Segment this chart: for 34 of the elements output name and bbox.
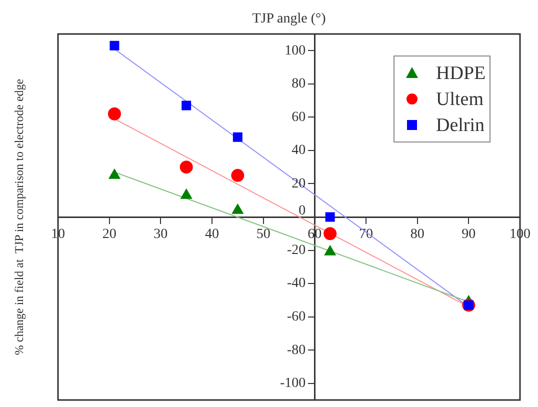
y-tick-label: 20: [292, 176, 306, 192]
y-tick-label: 80: [292, 76, 306, 92]
point: [108, 107, 121, 120]
x-tick-label: 20: [102, 227, 116, 242]
y-tick-label: -60: [286, 309, 306, 324]
point: [180, 188, 192, 199]
y-tick-label: 40: [292, 143, 306, 158]
y-tick-label: -80: [286, 342, 306, 358]
point: [232, 132, 242, 142]
y-axis-title: % change in field at TJP in comparison to electrode edge: [12, 78, 26, 356]
point: [108, 168, 120, 179]
x-tick-label: 80: [410, 227, 424, 242]
legend-label: HDPE: [436, 62, 486, 84]
point: [180, 160, 193, 174]
x-axis-title: TJP angle (°): [252, 12, 326, 27]
x-tick-label: 50: [256, 227, 270, 242]
point: [231, 168, 244, 182]
x-tick-label: 90: [462, 227, 476, 242]
y-tick-label: 0: [298, 204, 306, 219]
y-tick-label: -40: [286, 276, 306, 292]
legend-label: Delrin: [436, 114, 486, 136]
point: [182, 100, 192, 110]
y-tick-label: 60: [292, 110, 306, 125]
point: [324, 245, 336, 256]
point: [324, 227, 337, 240]
y-tick-label: -100: [280, 376, 306, 392]
point: [325, 212, 335, 222]
y-tick-label: -20: [286, 242, 306, 258]
y-tick-label: 100: [284, 43, 306, 58]
point: [232, 204, 244, 214]
x-tick-label: 40: [205, 227, 219, 242]
point: [110, 40, 120, 50]
legend-label: Ultem: [436, 88, 484, 110]
x-tick-label: 30: [154, 227, 168, 242]
